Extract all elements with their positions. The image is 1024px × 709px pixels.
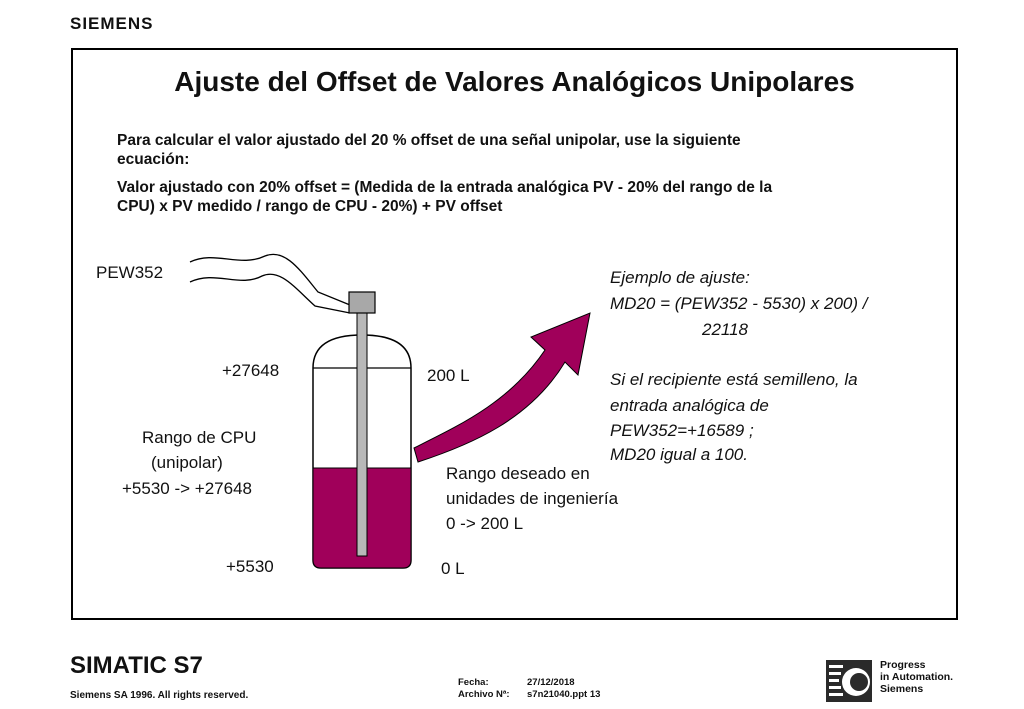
cpu-range-line-2: (unipolar) (151, 453, 223, 472)
cpu-range-line-3: +5530 -> +27648 (122, 479, 252, 498)
formula-paragraph: Valor ajustado con 20% offset = (Medida … (117, 178, 917, 216)
slogan-line-3: Siemens (880, 683, 924, 695)
example-line-2: MD20 = (PEW352 - 5530) x 200) / (610, 294, 868, 313)
intro-line-2: ecuación: (117, 151, 190, 168)
example-line-5: entrada analógica de (610, 396, 769, 415)
example-line-3: 22118 (702, 320, 749, 339)
cpu-bottom-value: +5530 (226, 557, 274, 576)
top-liters: 200 L (427, 366, 470, 385)
eng-range-line-3: 0 -> 200 L (446, 514, 524, 533)
example-line-7: MD20 igual a 100. (610, 445, 748, 464)
probe-rod (356, 312, 368, 557)
progress-logo-icon (826, 660, 872, 702)
sensor-cable-2 (189, 273, 351, 314)
formula-line-2: CPU) x PV medido / rango de CPU - 20%) +… (117, 198, 503, 215)
copyright: Siemens SA 1996. All rights reserved. (70, 690, 249, 701)
example-line-4: Si el recipiente está semilleno, la (610, 370, 858, 389)
cpu-range-line-1: Rango de CPU (142, 428, 257, 447)
slide-title: Ajuste del Offset de Valores Analógicos … (174, 66, 855, 97)
sensor-head (348, 291, 376, 314)
slogan: Progress in Automation. Siemens (880, 659, 953, 695)
sensor-label: PEW352 (96, 263, 164, 282)
curved-arrow (413, 312, 591, 463)
file-value: s7n21040.ppt 13 (527, 689, 601, 700)
file-label: Archivo Nª: (458, 689, 510, 700)
example-line-1: Ejemplo de ajuste: (610, 268, 750, 287)
intro-paragraph: Para calcular el valor ajustado del 20 %… (117, 131, 917, 169)
eng-range-line-1: Rango deseado en (446, 464, 590, 483)
cpu-top-value: +27648 (222, 361, 280, 380)
slogan-line-2: in Automation. (880, 671, 954, 683)
bottom-liters: 0 L (441, 559, 465, 578)
product-name: SIMATIC S7 (70, 652, 203, 679)
siemens-brand: SIEMENS (70, 14, 154, 33)
date-value: 27/12/2018 (527, 677, 575, 688)
sensor-cable (189, 253, 351, 306)
slogan-line-1: Progress (880, 659, 926, 671)
slide-frame (71, 48, 958, 620)
intro-line-1: Para calcular el valor ajustado del 20 %… (117, 132, 741, 149)
date-label: Fecha: (458, 677, 489, 688)
formula-line-1: Valor ajustado con 20% offset = (Medida … (117, 179, 773, 196)
example-line-6: PEW352=+16589 ; (610, 421, 754, 440)
eng-range-line-2: unidades de ingeniería (446, 489, 619, 508)
